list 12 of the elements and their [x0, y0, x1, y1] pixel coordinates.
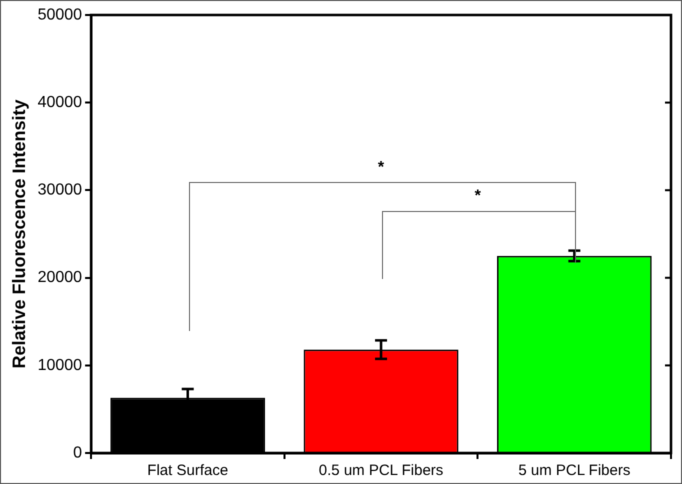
- y-axis-title: Relative Fluorescence Intensity: [8, 99, 29, 369]
- y-tick-label: 10000: [38, 356, 82, 374]
- y-tick-label: 50000: [38, 6, 82, 24]
- x-tick-label: 5 um PCL Fibers: [518, 462, 630, 480]
- y-tick-label: 0: [73, 444, 82, 462]
- x-tick-label: Flat Surface: [147, 462, 228, 480]
- x-tick-label: 0.5 um PCL Fibers: [318, 462, 444, 480]
- annotation: *: [378, 158, 385, 176]
- y-tick-label: 40000: [38, 94, 82, 112]
- y-tick-label: 20000: [38, 269, 82, 286]
- annotation: *: [474, 187, 482, 204]
- y-tick-label: 30000: [38, 182, 82, 199]
